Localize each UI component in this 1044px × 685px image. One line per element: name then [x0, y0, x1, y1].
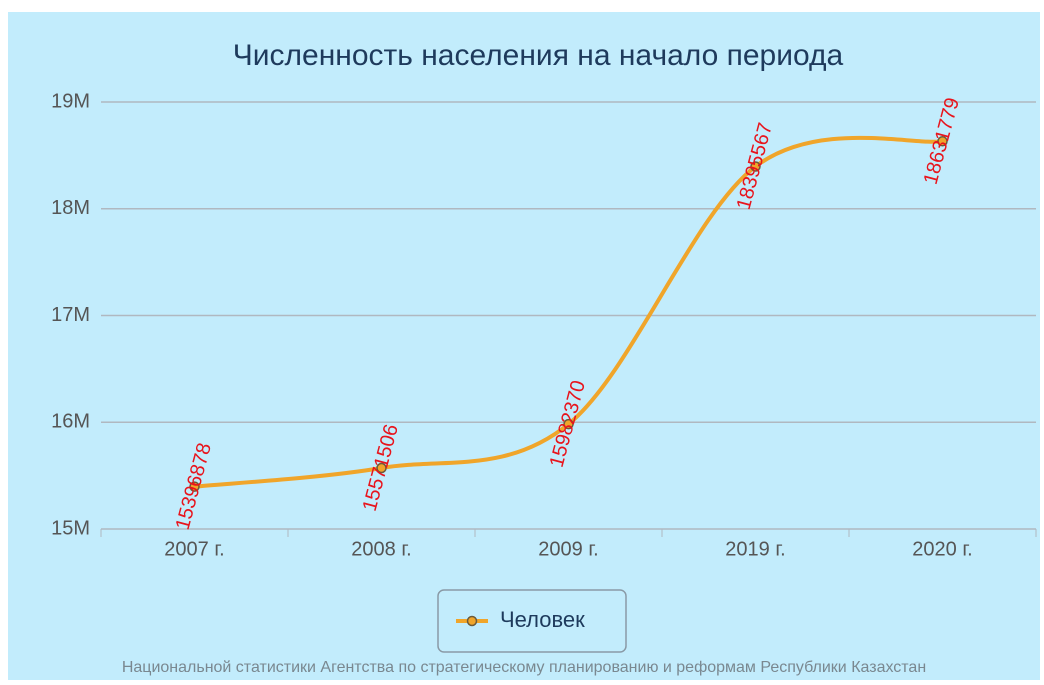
y-tick-label: 18M [51, 197, 90, 219]
y-tick-label: 19M [51, 90, 90, 112]
legend-marker [466, 615, 478, 627]
x-tick-label: 2019 г. [725, 538, 785, 560]
point [376, 462, 387, 474]
y-tick-label: 15M [51, 517, 90, 539]
point [189, 481, 200, 492]
chart-background [8, 12, 1040, 680]
footer: Национальной статистики Агентства по стр… [122, 659, 926, 676]
x-tick-label: 2020 г. [912, 538, 972, 560]
point [750, 161, 761, 172]
legend-label: Человек [500, 607, 585, 632]
point [937, 136, 948, 147]
x-tick-label: 2007 г. [164, 538, 224, 560]
y-tick-label: 16M [51, 411, 90, 433]
point [563, 418, 574, 430]
legend-box [437, 589, 627, 653]
x-tick-label: 2008 г. [351, 538, 411, 560]
chart-title: Численность населения на начало периода [233, 39, 844, 72]
line [194, 135, 943, 489]
x-tick-label: 2009 г. [538, 538, 598, 560]
y-tick-label: 17M [51, 304, 90, 326]
